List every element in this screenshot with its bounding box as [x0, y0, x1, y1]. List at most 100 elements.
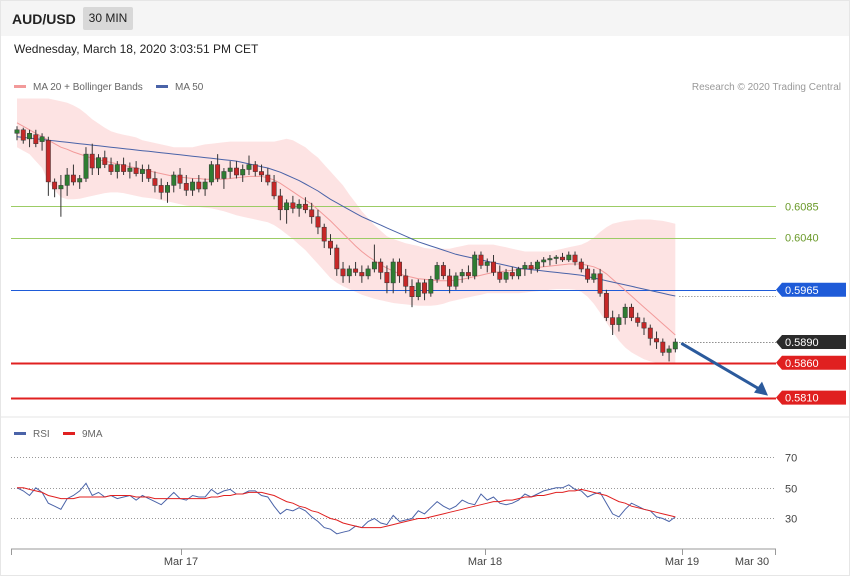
candle-body	[165, 185, 170, 193]
candle-body	[20, 129, 26, 141]
bollinger-band-fill	[17, 98, 676, 365]
candle-body	[158, 185, 164, 193]
candle-body	[353, 268, 359, 273]
candle-body	[491, 261, 496, 273]
candle-body	[265, 174, 271, 183]
candle-body	[472, 254, 478, 277]
candle-body	[64, 174, 70, 186]
rsi-legend-swatch	[14, 432, 26, 435]
candle-body	[108, 164, 114, 172]
rsi-line	[16, 482, 676, 535]
candle-body	[528, 265, 534, 270]
candle-body	[190, 181, 196, 191]
candle-body	[102, 157, 108, 165]
chart-datetime: Wednesday, March 18, 2020 3:03:51 PM CET	[14, 42, 259, 56]
candle-body	[603, 293, 609, 318]
ma20-line	[16, 122, 676, 336]
candle-body	[171, 174, 177, 186]
candle-body	[259, 171, 264, 176]
target-label-bg	[776, 390, 846, 405]
candle-body	[616, 317, 622, 325]
rsi-tick-label: 30	[785, 514, 797, 526]
candle-body	[478, 254, 484, 266]
candle-body	[114, 164, 120, 172]
candle-body	[196, 181, 202, 190]
candle-body	[666, 348, 672, 353]
candle-body	[629, 306, 634, 318]
candle-body	[459, 272, 465, 277]
candle-body	[328, 240, 333, 249]
current-price-label: 0.5890	[785, 337, 819, 349]
forecast-arrow	[680, 342, 768, 396]
header-bar: AUD/USD 30 MIN	[0, 0, 850, 36]
candle-body	[390, 261, 396, 284]
target-label: 0.5860	[785, 358, 819, 370]
ma9-legend-swatch	[63, 432, 75, 435]
ma50-legend-swatch	[156, 85, 168, 88]
candle-body	[70, 174, 76, 183]
rsi-tick-label: 70	[785, 453, 797, 465]
rsi-legend-label: RSI	[33, 429, 50, 440]
candle-body	[284, 202, 290, 211]
candle-body	[647, 327, 653, 339]
candle-body	[440, 265, 446, 277]
candle-body	[227, 167, 233, 172]
rsi-tick-label: 50	[785, 484, 797, 496]
instrument-pair: AUD/USD	[12, 11, 76, 27]
candle-body	[622, 306, 628, 318]
candle-body	[397, 261, 402, 277]
candle-body	[378, 261, 384, 273]
candle-body	[516, 268, 522, 277]
candle-body	[465, 272, 471, 277]
timeframe-button[interactable]: 30 MIN	[83, 7, 133, 30]
candle-body	[177, 174, 183, 184]
candle-body	[484, 261, 490, 266]
candle-body	[183, 183, 189, 191]
x-axis-tick-label: Mar 30	[735, 556, 769, 568]
candle-body	[27, 133, 32, 140]
ma9-legend-label: 9MA	[82, 429, 103, 440]
candle-body	[127, 167, 133, 172]
ma50-legend-label: MA 50	[175, 82, 204, 93]
candle-body	[139, 169, 145, 174]
candle-body	[52, 181, 58, 190]
candle-body	[315, 216, 321, 228]
candle-body	[509, 272, 515, 277]
candle-body	[39, 136, 45, 142]
ma20-legend-swatch	[14, 85, 26, 88]
candle-body	[547, 258, 553, 261]
candle-body	[309, 209, 315, 218]
candle-body	[340, 268, 346, 277]
candle-body	[660, 341, 666, 353]
candle-body	[447, 275, 453, 287]
candle-body	[365, 268, 371, 277]
candle-body	[302, 203, 308, 211]
candle-body	[277, 195, 283, 211]
candle-body	[654, 338, 659, 343]
candle-body	[146, 169, 152, 179]
candle-body	[672, 341, 678, 350]
pivot-label: 0.5965	[785, 285, 819, 297]
candle-body	[453, 275, 459, 287]
rsi-panel: 70 50 30	[11, 453, 797, 535]
candle-body	[572, 254, 578, 263]
x-axis-tick-label: Mar 17	[164, 556, 198, 568]
candle-body	[96, 157, 101, 169]
candle-body	[152, 178, 158, 186]
candle-body	[271, 181, 277, 197]
candle-body	[221, 171, 227, 179]
candle-body	[77, 178, 83, 183]
candle-body	[610, 317, 616, 325]
candle-body	[334, 247, 340, 270]
candle-body	[422, 282, 427, 294]
candle-body	[346, 268, 352, 277]
candle-body	[635, 317, 641, 323]
candle-body	[45, 139, 51, 183]
candle-body	[641, 322, 647, 329]
candle-body	[503, 272, 509, 280]
x-axis-tick-label: Mar 18	[468, 556, 502, 568]
candle-body	[497, 272, 503, 280]
forecast-arrow-head	[754, 381, 768, 396]
candle-body	[371, 261, 377, 270]
